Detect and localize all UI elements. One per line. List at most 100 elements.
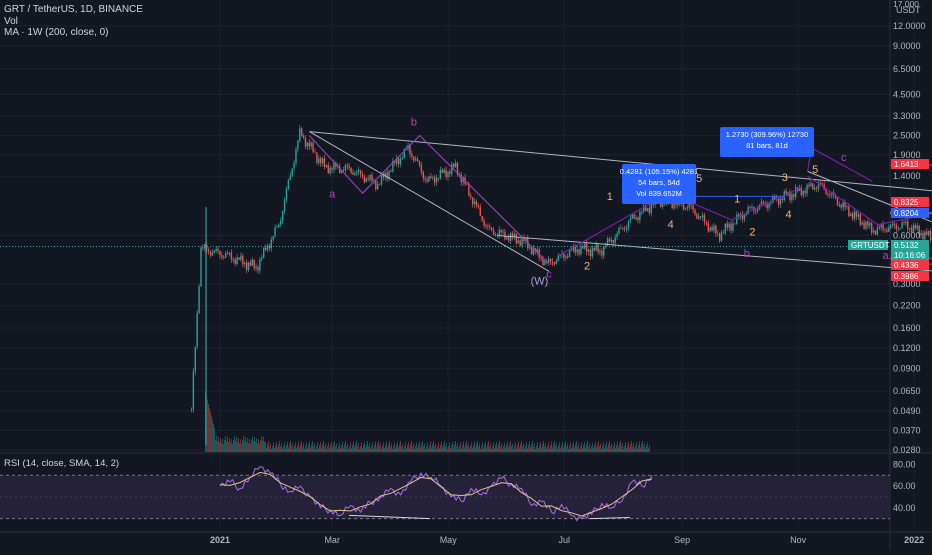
candle-body [272,236,273,240]
volume-bar [396,445,397,452]
volume-bar [628,442,629,452]
rsi-tick-label: 60.00 [893,481,916,491]
candle-body [924,231,925,239]
candle-body [502,232,503,233]
wave-label: 2 [584,260,590,272]
volume-bar [557,449,558,452]
candle-body [314,152,315,153]
volume-bar [280,447,281,452]
price-tick-label: 0.0280 [893,445,921,455]
volume-bar [277,447,278,452]
candle-body [613,240,614,243]
volume-bar [501,443,502,452]
volume-bar [465,444,466,452]
volume-bar [372,443,373,452]
candle-body [550,259,551,262]
volume-bar [366,444,367,452]
price-tick-label: 0.1600 [893,323,921,333]
volume-bar [481,446,482,452]
candle-body [780,199,781,205]
volume-bar [388,444,389,452]
symbol-title[interactable]: GRT / TetherUS, 1D, BINANCE [4,4,143,16]
volume-bar [475,447,476,452]
price-tag-text: 0.3986 [894,272,919,281]
candle-body [692,205,693,210]
volume-bar [559,443,560,452]
volume-bar [351,448,352,452]
candle-body [470,196,471,198]
candle-body [354,173,355,174]
candle-body [252,260,253,266]
candle-body [725,224,726,234]
candle-body [443,170,444,173]
volume-bar [571,448,572,452]
candle-body [489,227,490,228]
volume-bar [534,443,535,452]
price-tag-text: 0.4336 [894,261,919,270]
candle-body [839,205,840,206]
volume-bar [406,448,407,452]
volume-bar [626,448,627,452]
wave-label: 4 [786,209,792,221]
volume-bar [412,447,413,452]
candle-body [736,215,737,224]
volume-bar [642,441,643,452]
candle-body [713,226,714,231]
candle-body [282,211,283,221]
candle-body [652,204,653,205]
candle-body [892,224,893,225]
candle-body [377,184,378,189]
projection-info-text: 1.2730 (309.96%) 12730 [726,130,809,139]
volume-bar [249,439,250,452]
volume-bar [535,449,536,452]
candle-body [210,251,211,255]
volume-bar [424,443,425,452]
candle-body [485,226,486,227]
ma-legend[interactable]: MA · 1W (200, close, 0) [4,27,143,39]
volume-bar [616,445,617,452]
volume-bar [389,441,390,452]
volume-bar [270,443,271,452]
price-tag-text: 0.8204 [894,209,919,218]
volume-bar [415,446,416,452]
volume-bar [622,443,623,452]
volume-legend[interactable]: Vol [4,16,143,28]
candle-body [873,231,874,233]
volume-bar [266,447,267,452]
candle-body [616,234,617,238]
candle-body [299,128,300,140]
candle-body [468,184,469,195]
volume-bar [494,448,495,452]
volume-bar [330,445,331,452]
volume-bar [542,444,543,452]
candle-body [683,204,684,209]
wave-label: c [841,152,847,164]
candle-body [366,179,367,183]
price-tag-text: 10:16:06 [894,251,926,260]
volume-bar [267,444,268,452]
volume-bar [295,443,296,452]
volume-bar [286,445,287,452]
candle-body [326,165,327,167]
candle-body [808,185,809,186]
volume-bar [583,445,584,452]
candle-body [632,215,633,218]
price-tick-label: 0.0900 [893,363,921,373]
volume-bar [282,449,283,452]
candle-body [343,170,344,171]
volume-bar [543,441,544,452]
volume-bar [288,447,289,452]
candle-body [451,164,452,174]
candle-body [795,188,796,197]
volume-bar [492,446,493,452]
volume-bar [530,447,531,452]
volume-bar [550,445,551,452]
volume-bar [304,449,305,452]
volume-bar [431,447,432,452]
volume-bar [636,443,637,452]
candle-body [233,259,234,260]
volume-bar [251,440,252,452]
candle-body [286,189,287,200]
